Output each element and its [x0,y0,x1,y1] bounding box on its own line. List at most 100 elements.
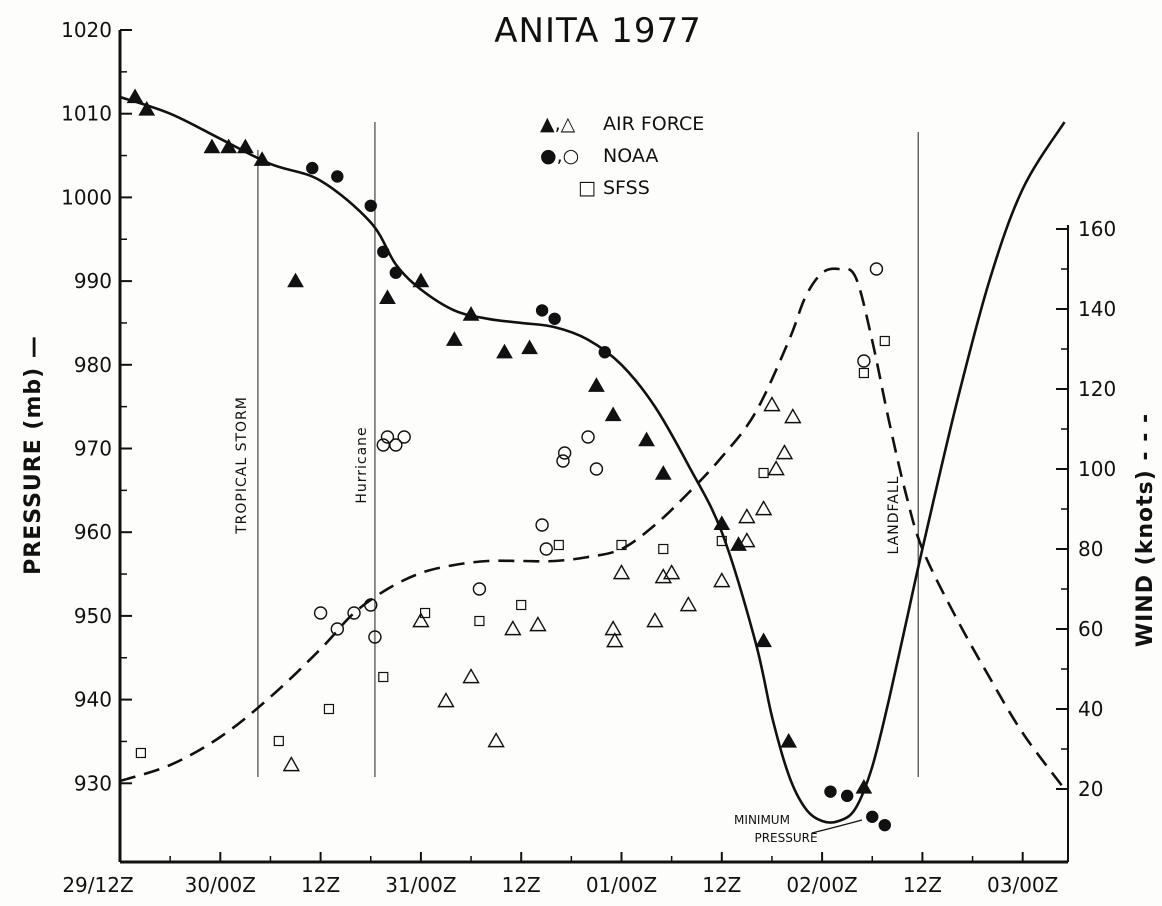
annotation-landfall: LANDFALL [886,476,902,555]
air-force-wind-point [654,568,672,584]
air-force-wind-point [462,668,480,684]
sfss-wind-point [658,543,669,555]
legend-symbol-sfss: □ [578,177,596,199]
air-force-pressure-point [521,339,538,355]
air-force-pressure-point [780,732,798,748]
air-force-pressure-point [588,377,605,392]
air-force-wind-point [282,756,301,772]
legend-symbol-noaa: ●,○ [540,145,579,167]
x-tick-label: 12Z [702,873,741,897]
series-group [119,95,1066,824]
y-right-tick-label: 100 [1078,457,1116,481]
air-force-pressure-point [604,406,622,422]
noaa-pressure-point [331,170,344,183]
x-tick-label: 31/00Z [385,873,456,897]
x-tick-label: 29/12Z [62,873,133,897]
y-left-tick-label: 1020 [61,18,112,42]
sfss-wind-point [419,607,431,619]
sfss-wind-point [616,539,627,551]
y-right-tick-label: 160 [1078,217,1116,241]
axes-group [118,29,1069,864]
noaa-pressure-point [377,245,390,259]
noaa-wind-point [330,622,345,636]
sfss-wind-point [716,535,727,547]
sfss-wind-point [553,539,564,551]
air-force-pressure-point [755,632,772,648]
air-force-wind-point [713,572,731,588]
y-left-tick-label: 970 [74,437,112,461]
air-force-wind-point [612,564,631,580]
air-force-pressure-point [462,306,480,321]
y-right-tick-label: 40 [1078,697,1103,721]
y-right-tick-label: 140 [1078,297,1116,321]
noaa-wind-point [347,606,361,620]
x-tick-label: 03/00Z [987,873,1058,897]
x-tick-label: 12Z [301,873,340,897]
noaa-wind-point [557,446,572,460]
air-force-pressure-point [654,465,672,480]
air-force-pressure-point [203,138,221,154]
air-force-pressure-point [412,272,430,288]
noaa-wind-point [581,430,595,444]
annotation-minimum-pressure-line2: PRESSURE [754,831,817,845]
sfss-wind-point [378,671,389,683]
annotation-tropical-storm: TROPICAL STORM [234,396,250,535]
y-left-axis-title: PRESSURE (mb) — [21,335,46,575]
air-force-pressure-point [220,138,238,154]
air-force-pressure-point [379,289,396,304]
air-force-wind-point [767,460,785,476]
legend: ▲,△ AIR FORCE ●,○ NOAA □ SFSS [540,113,704,199]
air-force-pressure-point [496,343,513,359]
y-left-tick-label: 960 [74,520,112,544]
x-tick-label: 02/00Z [786,873,857,897]
air-force-wind-point [437,692,455,708]
noaa-pressure-point [535,304,549,317]
annotation-hurricane: Hurricane [354,426,370,503]
y-left-tick-label: 980 [74,353,112,377]
y-left-tick-label: 950 [74,604,112,628]
x-tick-label: 12Z [903,873,942,897]
noaa-wind-point [857,354,871,368]
air-force-wind-point [529,616,547,632]
minimum-pressure-leader [811,819,863,834]
event-lines-group [257,122,919,777]
noaa-pressure-point [840,789,854,803]
noaa-pressure-point [866,810,879,823]
chart-title: ANITA 1977 [494,11,701,51]
noaa-wind-point [380,430,395,444]
air-force-pressure-point [237,138,254,154]
noaa-pressure-point [598,346,611,359]
noaa-pressure-point [878,818,891,832]
air-force-wind-point [763,396,781,412]
noaa-wind-point [539,542,553,556]
y-right-tick-label: 20 [1078,777,1103,801]
air-force-wind-point [738,508,756,524]
air-force-pressure-point [855,778,873,794]
air-force-wind-point [662,564,681,580]
air-force-pressure-point [253,151,271,166]
sfss-wind-point [758,467,769,479]
annotation-minimum-pressure-line1: MINIMUM [734,813,790,827]
air-force-wind-point [504,620,522,636]
air-force-wind-point [775,444,794,460]
air-force-pressure-point [445,331,463,346]
noaa-wind-point [389,438,403,452]
wind-curve [119,267,1066,790]
sfss-wind-point [858,367,869,379]
legend-symbol-air-force: ▲,△ [540,113,576,135]
y-right-tick-label: 120 [1078,377,1116,401]
y-left-tick-label: 1010 [61,102,112,126]
noaa-pressure-point [389,266,403,279]
sfss-wind-point [323,703,335,715]
air-force-pressure-point [713,515,731,530]
air-force-wind-point [487,732,505,748]
sfss-wind-point [879,335,890,347]
noaa-wind-point [313,606,328,620]
sfss-wind-point [135,747,146,759]
y-right-tick-label: 80 [1078,537,1103,561]
air-force-pressure-point [138,101,156,116]
air-force-pressure-point [126,88,144,104]
noaa-wind-point [364,598,378,612]
air-force-wind-point [738,532,756,548]
